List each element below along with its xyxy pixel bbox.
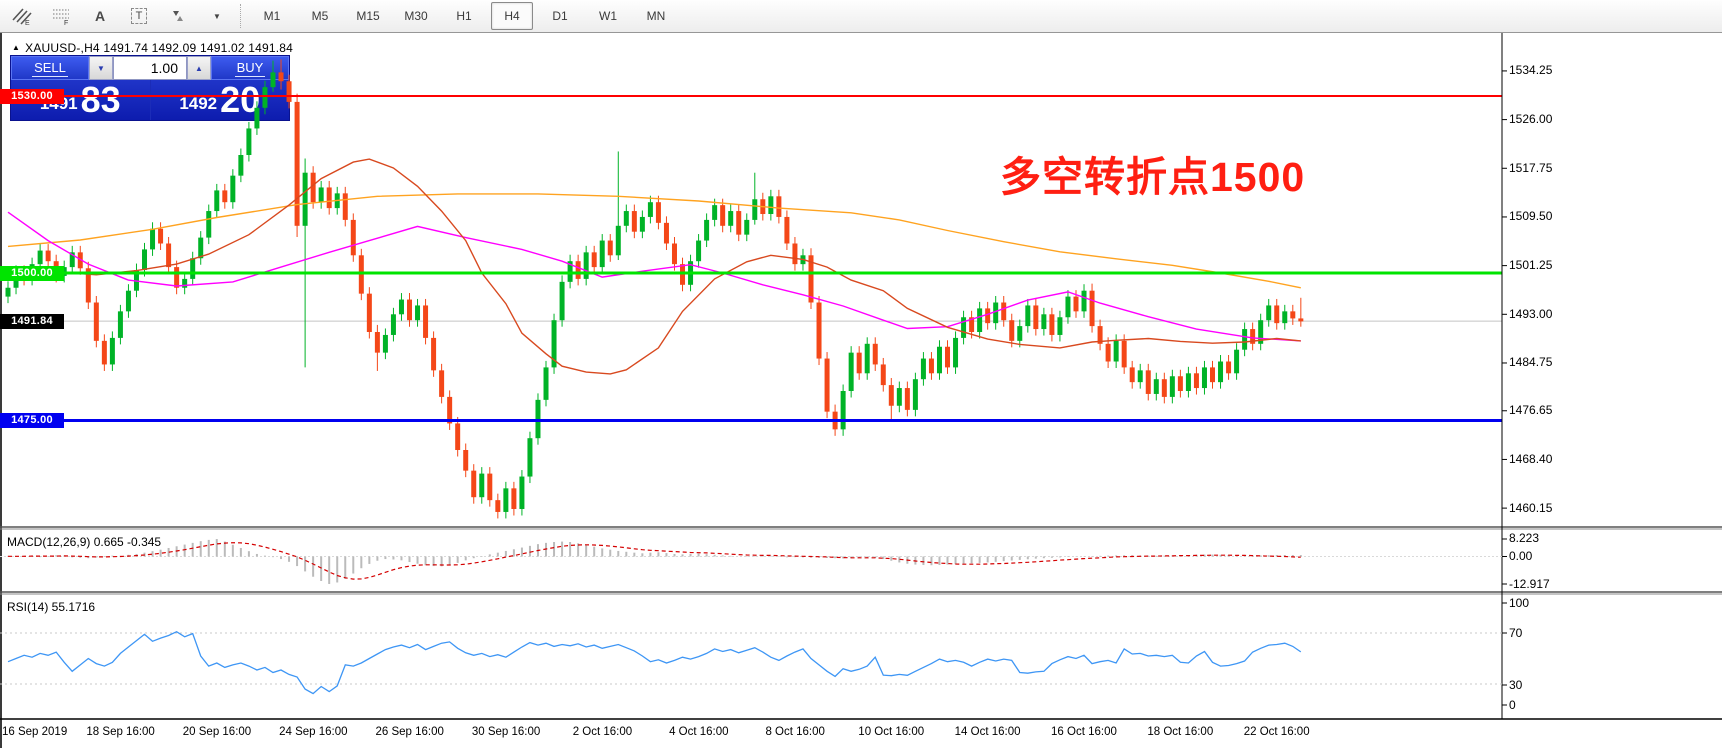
buy-price[interactable]: 1492 20 [179, 79, 261, 120]
rsi-tick-label: 0 [1509, 697, 1516, 712]
time-axis-label: 16 Sep 2019 [2, 726, 68, 738]
time-axis-label: 30 Sep 16:00 [471, 726, 541, 738]
timeframe-button-mn[interactable]: MN [646, 9, 666, 23]
symbol-header: ▲ XAUUSD-,H4 1491.74 1492.09 1491.02 1491… [12, 41, 293, 55]
macd-tick-label: -12.917 [1509, 576, 1550, 591]
price-tick-label: 1476.65 [1509, 403, 1553, 418]
macd-label: MACD(12,26,9) 0.665 -0.345 [7, 535, 162, 549]
time-axis-label: 24 Sep 16:00 [279, 726, 348, 738]
sell-price[interactable]: 1491 83 [11, 80, 151, 120]
price-tick-label: 1460.15 [1509, 500, 1553, 515]
timeframe-button-h1[interactable]: H1 [456, 9, 472, 23]
time-axis-label: 10 Oct 16:00 [858, 726, 925, 738]
ma-slow-line [7, 193, 1301, 289]
toolbar: E F A T ▼ M1 M5 M15 M30 H1 H4 D1 W1 MN [0, 0, 1722, 33]
timeframe-button-h4[interactable]: H4 [491, 2, 533, 30]
volume-decrease-button[interactable]: ▼ [89, 56, 113, 80]
time-axis-label: 4 Oct 16:00 [669, 726, 729, 738]
svg-text:E: E [25, 20, 30, 26]
cursor-tool-icon[interactable] [164, 2, 192, 30]
price-tick-label: 1509.50 [1509, 209, 1553, 224]
timeframe-button-w1[interactable]: W1 [599, 9, 617, 23]
price-tick-label: 1468.40 [1509, 451, 1553, 466]
textbox-tool-icon[interactable]: T [125, 2, 153, 30]
ma-fast-line [7, 158, 1301, 375]
rsi-tick-label: 30 [1509, 677, 1523, 692]
time-axis-label: 20 Sep 16:00 [182, 726, 252, 738]
timeframe-button-m15[interactable]: M15 [356, 9, 380, 23]
time-axis-label: 18 Sep 16:00 [86, 726, 155, 738]
time-axis-label: 22 Oct 16:00 [1243, 726, 1310, 738]
grid-tool-icon[interactable]: F [47, 2, 75, 30]
buy-button[interactable]: BUY [211, 56, 289, 80]
annotation-text: 多空转折点1500 [1000, 154, 1306, 200]
time-axis-label: 16 Oct 16:00 [1051, 726, 1117, 738]
price-tick-label: 1484.75 [1509, 355, 1553, 370]
macd-tick-label: 8.223 [1509, 531, 1540, 546]
price-tick-label: 1526.00 [1509, 112, 1553, 127]
svg-text:F: F [64, 20, 68, 26]
quote-line: XAUUSD-,H4 1491.74 1492.09 1491.02 1491.… [25, 41, 294, 55]
price-tick-label: 1534.25 [1509, 63, 1553, 78]
price-tick-label: 1493.00 [1509, 306, 1553, 321]
volume-increase-button[interactable]: ▲ [187, 56, 211, 80]
price-tick-label: 1517.75 [1509, 160, 1553, 175]
dropdown-caret-icon[interactable]: ▼ [213, 11, 221, 21]
sell-button[interactable]: SELL [11, 56, 89, 80]
time-axis-label: 8 Oct 16:00 [765, 726, 825, 738]
level-price-flag: 1475.00 [0, 413, 64, 428]
timeframe-button-d1[interactable]: D1 [552, 9, 568, 23]
timeframe-button-m1[interactable]: M1 [263, 9, 281, 23]
current-price-flag: 1491.84 [0, 313, 64, 329]
price-tick-label: 1501.25 [1509, 258, 1553, 273]
candlestick-series [1298, 318, 1304, 322]
time-axis-label: 14 Oct 16:00 [954, 726, 1021, 738]
timeframe-button-m5[interactable]: M5 [311, 9, 329, 23]
time-axis-label: 2 Oct 16:00 [572, 726, 633, 738]
time-axis-label: 26 Sep 16:00 [375, 726, 444, 738]
macd-tick-label: 0.00 [1509, 549, 1533, 563]
label-tool-icon[interactable]: A [94, 8, 106, 24]
chart-area[interactable]: ▲ XAUUSD-,H4 1491.74 1492.09 1491.02 1491… [0, 33, 1722, 748]
toolbar-separator [240, 4, 242, 28]
one-click-trade-panel: SELL ▼ 1.00 ▲ BUY 1491 83 1492 20 [10, 55, 290, 121]
rsi-line [7, 630, 1302, 695]
rsi-tick-label: 100 [1509, 595, 1530, 610]
macd-signal-line [8, 542, 1301, 580]
collapse-arrow-icon[interactable]: ▲ [12, 43, 21, 52]
time-axis-label: 18 Oct 16:00 [1147, 726, 1214, 738]
rsi-label: RSI(14) 55.1716 [7, 600, 96, 614]
channel-tool-icon[interactable]: E [8, 2, 36, 30]
ma-mid-line [7, 211, 1301, 342]
volume-input[interactable]: 1.00 [113, 56, 187, 80]
timeframe-button-m30[interactable]: M30 [404, 9, 428, 23]
level-price-flag: 1530.00 [0, 88, 64, 104]
level-price-flag: 1500.00 [0, 265, 64, 281]
rsi-tick-label: 70 [1509, 625, 1523, 640]
